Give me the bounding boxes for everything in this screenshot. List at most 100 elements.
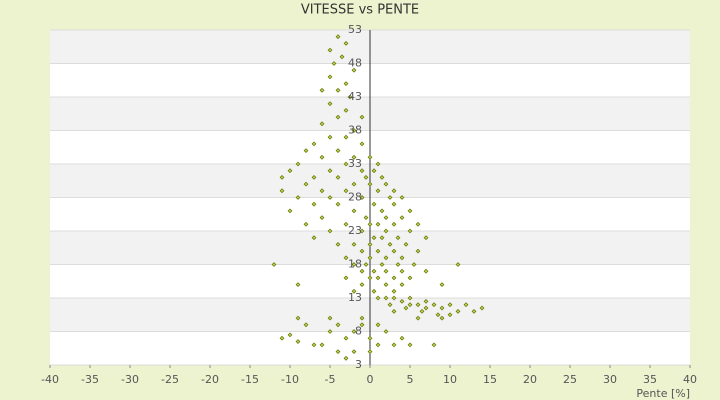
point [287,332,293,338]
point [335,174,341,180]
point [351,181,357,187]
point [351,128,357,133]
point [367,181,373,187]
point [399,298,405,304]
point [343,335,349,341]
point [455,308,461,314]
point [359,322,365,328]
point [423,298,429,304]
point [335,241,341,247]
point [295,161,301,167]
point [359,141,365,147]
point [403,241,409,247]
point [407,208,413,214]
point [331,61,337,66]
point [279,335,285,341]
y-tick-label: 43 [348,90,362,103]
point [327,134,333,140]
point [363,174,369,180]
point [391,288,397,294]
point [375,248,381,254]
point [343,134,349,140]
point [395,262,401,267]
x-tick-label: -5 [325,373,336,386]
point [295,282,301,288]
point [295,315,301,321]
point [391,221,397,227]
point [391,342,397,348]
x-tick-label: 25 [563,373,577,386]
point [343,188,349,194]
y-tick-label: 33 [348,157,362,170]
point [319,215,325,221]
point [423,305,429,311]
y-tick-label: 38 [348,124,362,137]
point [371,201,377,207]
point [383,329,389,334]
point [391,295,397,301]
point [367,241,373,247]
point [303,148,309,154]
point [423,235,429,241]
point [327,228,333,234]
point [335,322,341,328]
point [399,268,405,274]
point [339,54,345,60]
point [439,305,445,311]
point [435,312,441,318]
x-tick-label: 20 [523,373,537,386]
point [403,305,409,311]
x-tick-label: -30 [121,373,139,386]
point [343,255,349,261]
point [347,94,353,100]
point [407,295,413,301]
point [379,174,385,180]
point [399,255,405,261]
point [327,329,333,334]
point [295,339,301,344]
point [359,228,365,234]
point [383,255,389,261]
point [371,235,377,241]
point [383,215,389,221]
y-tick-label: 53 [348,23,362,36]
point [463,302,469,308]
point [411,262,417,267]
point [351,67,357,73]
point [367,335,373,341]
point [335,201,341,207]
point [375,275,381,281]
point [359,114,365,120]
point [379,235,385,241]
point [383,295,389,301]
point [359,168,365,174]
point [327,195,333,200]
point [303,181,309,187]
point [351,208,357,214]
point [371,268,377,274]
chart-title: VITESSE vs PENTE [301,3,419,18]
point [375,188,381,194]
point [359,248,365,254]
point [407,228,413,234]
point [335,349,341,355]
point [407,342,413,348]
point [415,221,421,227]
point [371,168,377,174]
point [319,121,325,127]
y-tick-label: 18 [348,258,362,271]
x-tick-label: 10 [443,373,457,386]
point [335,148,341,154]
point [327,101,333,107]
point [363,262,369,267]
point [391,201,397,207]
point [407,275,413,281]
point [431,342,437,348]
point [327,315,333,321]
x-tick-label: 40 [683,373,697,386]
x-tick-label: -25 [161,373,179,386]
point [279,174,285,180]
point [359,282,365,288]
point [351,329,357,334]
